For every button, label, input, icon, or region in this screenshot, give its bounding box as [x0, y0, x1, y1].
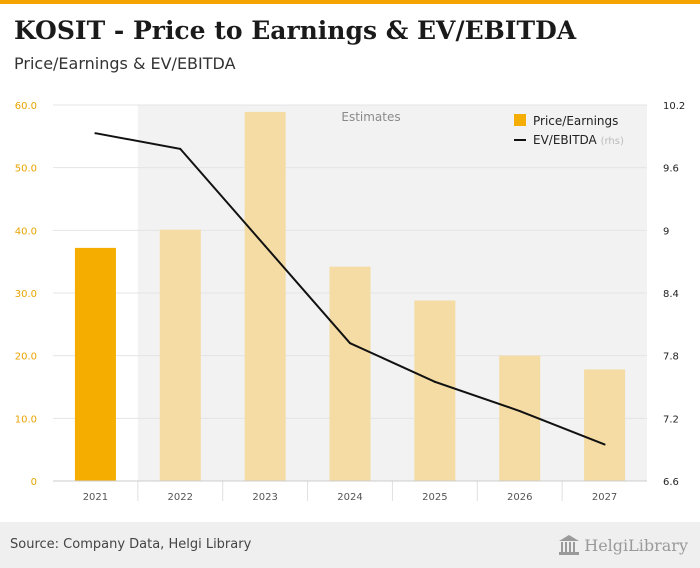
y-right-tick-label: 7.8 — [663, 352, 679, 363]
legend-rhs-tag: (rhs) — [601, 136, 624, 147]
ev-ebitda-point — [94, 132, 97, 135]
legend-pe-label: Price/Earnings — [533, 114, 618, 128]
chart-area: 0 10.0 20.0 30.0 40.0 50.0 60.0 6.6 7.2 7.8 8.4 9 9.… — [0, 86, 700, 522]
y-left-tick-label: 60.0 — [15, 101, 37, 112]
y-left-tick-label: 30.0 — [15, 289, 37, 300]
pe-bar — [329, 266, 371, 481]
ev-ebitda-point — [603, 443, 606, 446]
x-tick-label: 2026 — [507, 492, 532, 503]
y-right-tick-label: 10.2 — [663, 101, 685, 112]
ev-ebitda-point — [433, 380, 436, 383]
header: KOSIT - Price to Earnings & EV/EBITDA Pr… — [0, 4, 700, 86]
x-tick-label: 2022 — [168, 492, 193, 503]
page-subtitle: Price/Earnings & EV/EBITDA — [14, 54, 236, 73]
x-tick-label: 2024 — [337, 492, 362, 503]
y-left-tick-label: 10.0 — [15, 414, 37, 425]
y-right-tick-label: 6.6 — [663, 477, 679, 488]
logo-text: HelgiLibrary — [584, 535, 688, 555]
pe-bar — [584, 369, 626, 481]
ev-ebitda-point — [264, 245, 267, 247]
accent-bar — [0, 0, 700, 4]
y-left-tick-label: 40.0 — [15, 226, 37, 237]
y-left-tick-label: 0 — [31, 477, 37, 488]
y-right-tick-label: 7.2 — [663, 414, 679, 425]
pe-bar — [499, 355, 541, 481]
ev-ebitda-point — [518, 410, 521, 413]
helgi-library-logo[interactable]: HelgiLibrary — [558, 532, 688, 558]
legend-pe-swatch — [514, 114, 526, 126]
pe-bar — [414, 300, 456, 481]
legend-ev-label: EV/EBITDA (rhs) — [533, 133, 624, 147]
source-note: Source: Company Data, Helgi Library — [10, 537, 252, 552]
pe-bar — [159, 229, 201, 481]
x-tick-label: 2025 — [422, 492, 447, 503]
y-right-tick-label: 9.6 — [663, 164, 679, 175]
y-left-tick-label: 20.0 — [15, 352, 37, 363]
y-right-tick-label: 9 — [663, 226, 669, 237]
y-right-tick-label: 8.4 — [663, 289, 679, 300]
page-title: KOSIT - Price to Earnings & EV/EBITDA — [14, 16, 577, 45]
ev-ebitda-point — [179, 147, 182, 150]
footer: Source: Company Data, Helgi Library Helg… — [0, 522, 700, 568]
estimates-annotation: Estimates — [341, 110, 400, 124]
pe-bar — [244, 111, 286, 481]
ev-ebitda-point — [349, 342, 351, 345]
x-tick-label: 2023 — [252, 492, 277, 503]
x-tick-label: 2021 — [83, 492, 108, 503]
x-tick-label: 2027 — [592, 492, 617, 503]
y-left-tick-label: 50.0 — [15, 164, 37, 175]
pe-bar — [74, 247, 116, 481]
library-building-icon — [559, 535, 580, 555]
chart-svg: 0 10.0 20.0 30.0 40.0 50.0 60.0 6.6 7.2 7.8 8.4 9 9.… — [15, 101, 686, 503]
